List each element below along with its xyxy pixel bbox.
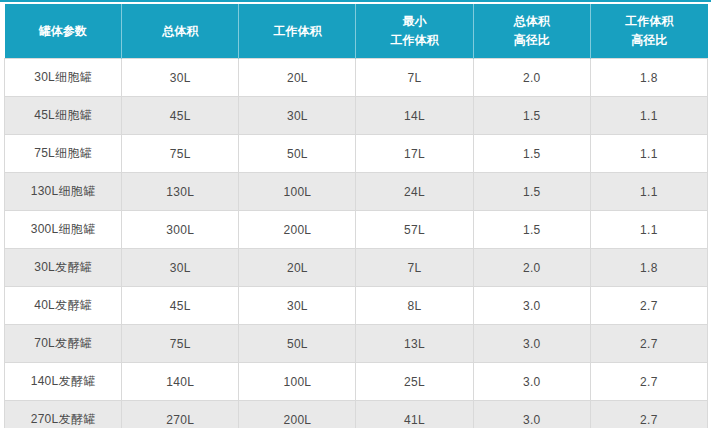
value-cell: 1.5 [473, 211, 590, 249]
row-label-cell: 30L细胞罐 [5, 59, 122, 97]
table-header: 罐体参数总体积工作体积最小 工作体积总体积 高径比工作体积 高径比 [5, 4, 708, 59]
value-cell: 2.7 [590, 363, 707, 401]
value-cell: 1.5 [473, 173, 590, 211]
value-cell: 75L [122, 135, 239, 173]
value-cell: 200L [239, 211, 356, 249]
value-cell: 1.5 [473, 97, 590, 135]
row-label-cell: 75L细胞罐 [5, 135, 122, 173]
value-cell: 30L [239, 287, 356, 325]
table-row: 75L细胞罐75L50L17L1.51.1 [5, 135, 708, 173]
value-cell: 45L [122, 97, 239, 135]
value-cell: 130L [122, 173, 239, 211]
column-header: 工作体积 [239, 4, 356, 59]
value-cell: 1.1 [590, 97, 707, 135]
value-cell: 200L [239, 401, 356, 428]
value-cell: 1.8 [590, 59, 707, 97]
value-cell: 41L [356, 401, 473, 428]
value-cell: 140L [122, 363, 239, 401]
table-row: 300L细胞罐300L200L57L1.51.1 [5, 211, 708, 249]
row-label-cell: 130L细胞罐 [5, 173, 122, 211]
value-cell: 20L [239, 249, 356, 287]
column-header: 最小 工作体积 [356, 4, 473, 59]
value-cell: 30L [239, 97, 356, 135]
value-cell: 1.1 [590, 135, 707, 173]
column-header: 罐体参数 [5, 4, 122, 59]
table-row: 30L发酵罐30L20L7L2.01.8 [5, 249, 708, 287]
value-cell: 3.0 [473, 287, 590, 325]
table-body: 30L细胞罐30L20L7L2.01.845L细胞罐45L30L14L1.51.… [5, 59, 708, 428]
table-row: 40L发酵罐45L30L8L3.02.7 [5, 287, 708, 325]
value-cell: 50L [239, 325, 356, 363]
row-label-cell: 40L发酵罐 [5, 287, 122, 325]
row-label-cell: 270L发酵罐 [5, 401, 122, 428]
value-cell: 30L [122, 249, 239, 287]
value-cell: 1.1 [590, 173, 707, 211]
tank-spec-table: 罐体参数总体积工作体积最小 工作体积总体积 高径比工作体积 高径比 30L细胞罐… [4, 4, 708, 428]
column-header: 工作体积 高径比 [590, 4, 707, 59]
table-row: 70L发酵罐75L50L13L3.02.7 [5, 325, 708, 363]
value-cell: 100L [239, 173, 356, 211]
table-row: 270L发酵罐270L200L41L3.02.7 [5, 401, 708, 428]
value-cell: 7L [356, 249, 473, 287]
value-cell: 8L [356, 287, 473, 325]
table-row: 30L细胞罐30L20L7L2.01.8 [5, 59, 708, 97]
value-cell: 24L [356, 173, 473, 211]
table-row: 45L细胞罐45L30L14L1.51.1 [5, 97, 708, 135]
value-cell: 50L [239, 135, 356, 173]
column-header: 总体积 高径比 [473, 4, 590, 59]
value-cell: 270L [122, 401, 239, 428]
top-accent-line [0, 0, 711, 2]
value-cell: 1.1 [590, 211, 707, 249]
value-cell: 1.8 [590, 249, 707, 287]
column-header: 总体积 [122, 4, 239, 59]
page: 罐体参数总体积工作体积最小 工作体积总体积 高径比工作体积 高径比 30L细胞罐… [0, 0, 711, 428]
value-cell: 20L [239, 59, 356, 97]
value-cell: 25L [356, 363, 473, 401]
value-cell: 3.0 [473, 325, 590, 363]
row-label-cell: 140L发酵罐 [5, 363, 122, 401]
table-row: 130L细胞罐130L100L24L1.51.1 [5, 173, 708, 211]
value-cell: 100L [239, 363, 356, 401]
value-cell: 2.7 [590, 325, 707, 363]
value-cell: 2.0 [473, 59, 590, 97]
row-label-cell: 30L发酵罐 [5, 249, 122, 287]
value-cell: 13L [356, 325, 473, 363]
table-header-row: 罐体参数总体积工作体积最小 工作体积总体积 高径比工作体积 高径比 [5, 4, 708, 59]
row-label-cell: 70L发酵罐 [5, 325, 122, 363]
row-label-cell: 300L细胞罐 [5, 211, 122, 249]
row-label-cell: 45L细胞罐 [5, 97, 122, 135]
value-cell: 75L [122, 325, 239, 363]
value-cell: 57L [356, 211, 473, 249]
value-cell: 3.0 [473, 363, 590, 401]
value-cell: 45L [122, 287, 239, 325]
value-cell: 2.0 [473, 249, 590, 287]
value-cell: 1.5 [473, 135, 590, 173]
value-cell: 3.0 [473, 401, 590, 428]
table-row: 140L发酵罐140L100L25L3.02.7 [5, 363, 708, 401]
value-cell: 7L [356, 59, 473, 97]
value-cell: 17L [356, 135, 473, 173]
value-cell: 300L [122, 211, 239, 249]
value-cell: 30L [122, 59, 239, 97]
value-cell: 14L [356, 97, 473, 135]
value-cell: 2.7 [590, 287, 707, 325]
value-cell: 2.7 [590, 401, 707, 428]
